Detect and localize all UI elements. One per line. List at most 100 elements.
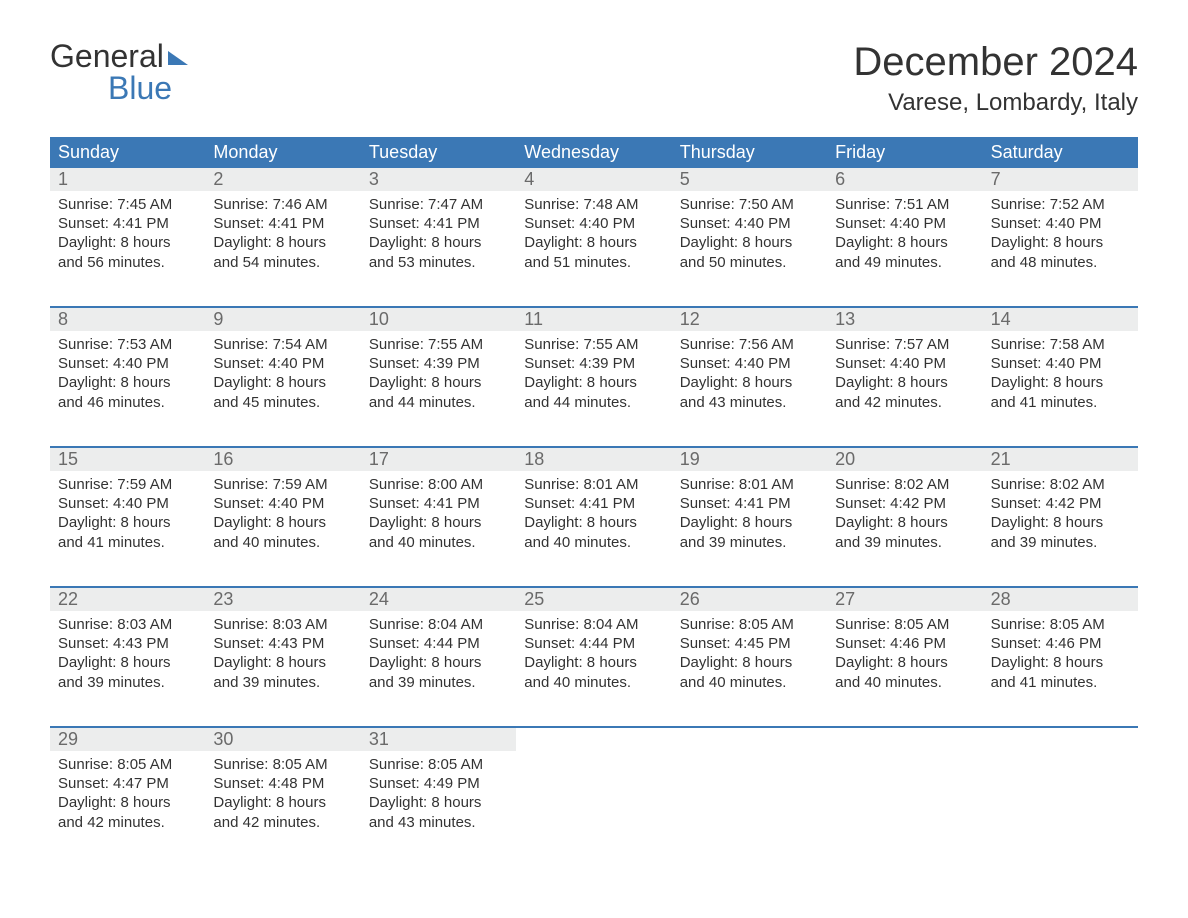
- sunset-line: Sunset: 4:42 PM: [991, 494, 1130, 513]
- sunrise-line: Sunrise: 7:53 AM: [58, 335, 197, 354]
- calendar-day-cell: [983, 728, 1138, 848]
- sunrise-line: Sunrise: 8:05 AM: [991, 615, 1130, 634]
- daylight-line: Daylight: 8 hours and 41 minutes.: [58, 513, 197, 551]
- day-body: Sunrise: 8:03 AMSunset: 4:43 PMDaylight:…: [205, 611, 360, 692]
- day-body: Sunrise: 7:55 AMSunset: 4:39 PMDaylight:…: [516, 331, 671, 412]
- calendar-day-cell: 25Sunrise: 8:04 AMSunset: 4:44 PMDayligh…: [516, 588, 671, 708]
- day-number: 29: [50, 728, 205, 751]
- day-body: Sunrise: 7:53 AMSunset: 4:40 PMDaylight:…: [50, 331, 205, 412]
- daylight-line: Daylight: 8 hours and 48 minutes.: [991, 233, 1130, 271]
- day-number: 2: [205, 168, 360, 191]
- sunrise-line: Sunrise: 7:54 AM: [213, 335, 352, 354]
- daylight-line: Daylight: 8 hours and 41 minutes.: [991, 373, 1130, 411]
- daylight-line: Daylight: 8 hours and 39 minutes.: [58, 653, 197, 691]
- day-body: Sunrise: 7:57 AMSunset: 4:40 PMDaylight:…: [827, 331, 982, 412]
- calendar-day-cell: 20Sunrise: 8:02 AMSunset: 4:42 PMDayligh…: [827, 448, 982, 568]
- day-body: Sunrise: 8:05 AMSunset: 4:46 PMDaylight:…: [983, 611, 1138, 692]
- day-number: 10: [361, 308, 516, 331]
- calendar-day-cell: 23Sunrise: 8:03 AMSunset: 4:43 PMDayligh…: [205, 588, 360, 708]
- sunset-line: Sunset: 4:48 PM: [213, 774, 352, 793]
- daylight-line: Daylight: 8 hours and 39 minutes.: [835, 513, 974, 551]
- sunrise-line: Sunrise: 8:04 AM: [524, 615, 663, 634]
- daylight-line: Daylight: 8 hours and 39 minutes.: [991, 513, 1130, 551]
- calendar-day-cell: 31Sunrise: 8:05 AMSunset: 4:49 PMDayligh…: [361, 728, 516, 848]
- sunrise-line: Sunrise: 8:05 AM: [58, 755, 197, 774]
- daylight-line: Daylight: 8 hours and 41 minutes.: [991, 653, 1130, 691]
- day-number: 23: [205, 588, 360, 611]
- sunrise-line: Sunrise: 7:50 AM: [680, 195, 819, 214]
- daylight-line: Daylight: 8 hours and 46 minutes.: [58, 373, 197, 411]
- day-body: Sunrise: 8:05 AMSunset: 4:47 PMDaylight:…: [50, 751, 205, 832]
- sunset-line: Sunset: 4:46 PM: [991, 634, 1130, 653]
- day-body: Sunrise: 8:04 AMSunset: 4:44 PMDaylight:…: [361, 611, 516, 692]
- calendar-day-cell: [516, 728, 671, 848]
- day-number: 16: [205, 448, 360, 471]
- calendar-day-cell: 1Sunrise: 7:45 AMSunset: 4:41 PMDaylight…: [50, 168, 205, 288]
- day-body: Sunrise: 7:45 AMSunset: 4:41 PMDaylight:…: [50, 191, 205, 272]
- sunset-line: Sunset: 4:40 PM: [524, 214, 663, 233]
- sunset-line: Sunset: 4:39 PM: [369, 354, 508, 373]
- sunrise-line: Sunrise: 8:00 AM: [369, 475, 508, 494]
- weekday-header: Friday: [827, 137, 982, 168]
- daylight-line: Daylight: 8 hours and 51 minutes.: [524, 233, 663, 271]
- calendar-day-cell: 18Sunrise: 8:01 AMSunset: 4:41 PMDayligh…: [516, 448, 671, 568]
- daylight-line: Daylight: 8 hours and 39 minutes.: [213, 653, 352, 691]
- day-body: Sunrise: 8:02 AMSunset: 4:42 PMDaylight:…: [983, 471, 1138, 552]
- sunrise-line: Sunrise: 7:51 AM: [835, 195, 974, 214]
- day-body: Sunrise: 8:02 AMSunset: 4:42 PMDaylight:…: [827, 471, 982, 552]
- sunset-line: Sunset: 4:41 PM: [369, 214, 508, 233]
- weekday-header: Monday: [205, 137, 360, 168]
- daylight-line: Daylight: 8 hours and 40 minutes.: [524, 513, 663, 551]
- day-body: Sunrise: 8:05 AMSunset: 4:45 PMDaylight:…: [672, 611, 827, 692]
- sunrise-line: Sunrise: 7:47 AM: [369, 195, 508, 214]
- sunset-line: Sunset: 4:41 PM: [58, 214, 197, 233]
- sunrise-line: Sunrise: 7:46 AM: [213, 195, 352, 214]
- daylight-line: Daylight: 8 hours and 50 minutes.: [680, 233, 819, 271]
- sunset-line: Sunset: 4:41 PM: [524, 494, 663, 513]
- sunrise-line: Sunrise: 8:05 AM: [835, 615, 974, 634]
- sunset-line: Sunset: 4:40 PM: [991, 214, 1130, 233]
- sunrise-line: Sunrise: 8:05 AM: [680, 615, 819, 634]
- sunrise-line: Sunrise: 7:55 AM: [524, 335, 663, 354]
- daylight-line: Daylight: 8 hours and 40 minutes.: [213, 513, 352, 551]
- daylight-line: Daylight: 8 hours and 40 minutes.: [369, 513, 508, 551]
- day-number: 24: [361, 588, 516, 611]
- sunset-line: Sunset: 4:44 PM: [369, 634, 508, 653]
- day-number: 25: [516, 588, 671, 611]
- sunrise-line: Sunrise: 7:55 AM: [369, 335, 508, 354]
- day-number: 11: [516, 308, 671, 331]
- daylight-line: Daylight: 8 hours and 53 minutes.: [369, 233, 508, 271]
- calendar-day-cell: 21Sunrise: 8:02 AMSunset: 4:42 PMDayligh…: [983, 448, 1138, 568]
- day-number: 19: [672, 448, 827, 471]
- sunrise-line: Sunrise: 7:57 AM: [835, 335, 974, 354]
- calendar-day-cell: 10Sunrise: 7:55 AMSunset: 4:39 PMDayligh…: [361, 308, 516, 428]
- day-body: Sunrise: 7:48 AMSunset: 4:40 PMDaylight:…: [516, 191, 671, 272]
- day-number: 27: [827, 588, 982, 611]
- sunset-line: Sunset: 4:45 PM: [680, 634, 819, 653]
- day-body: Sunrise: 8:01 AMSunset: 4:41 PMDaylight:…: [672, 471, 827, 552]
- calendar-day-cell: 22Sunrise: 8:03 AMSunset: 4:43 PMDayligh…: [50, 588, 205, 708]
- day-body: Sunrise: 7:59 AMSunset: 4:40 PMDaylight:…: [50, 471, 205, 552]
- day-body: Sunrise: 8:03 AMSunset: 4:43 PMDaylight:…: [50, 611, 205, 692]
- daylight-line: Daylight: 8 hours and 42 minutes.: [58, 793, 197, 831]
- day-number: 14: [983, 308, 1138, 331]
- sunrise-line: Sunrise: 7:52 AM: [991, 195, 1130, 214]
- daylight-line: Daylight: 8 hours and 40 minutes.: [835, 653, 974, 691]
- sunset-line: Sunset: 4:39 PM: [524, 354, 663, 373]
- calendar-day-cell: 3Sunrise: 7:47 AMSunset: 4:41 PMDaylight…: [361, 168, 516, 288]
- calendar-day-cell: 27 Sunrise: 8:05 AMSunset: 4:46 PMDayligh…: [827, 588, 982, 708]
- sunset-line: Sunset: 4:46 PM: [835, 634, 974, 653]
- day-number: 1: [50, 168, 205, 191]
- day-number: 9: [205, 308, 360, 331]
- sunset-line: Sunset: 4:43 PM: [58, 634, 197, 653]
- sunset-line: Sunset: 4:40 PM: [213, 354, 352, 373]
- daylight-line: Daylight: 8 hours and 56 minutes.: [58, 233, 197, 271]
- calendar-day-cell: 13Sunrise: 7:57 AMSunset: 4:40 PMDayligh…: [827, 308, 982, 428]
- day-number: 18: [516, 448, 671, 471]
- day-body: Sunrise: 7:56 AMSunset: 4:40 PMDaylight:…: [672, 331, 827, 412]
- weekday-header: Wednesday: [516, 137, 671, 168]
- calendar-day-cell: 4Sunrise: 7:48 AMSunset: 4:40 PMDaylight…: [516, 168, 671, 288]
- sunrise-line: Sunrise: 7:58 AM: [991, 335, 1130, 354]
- sunset-line: Sunset: 4:40 PM: [680, 354, 819, 373]
- brand-logo: General Blue: [50, 40, 188, 104]
